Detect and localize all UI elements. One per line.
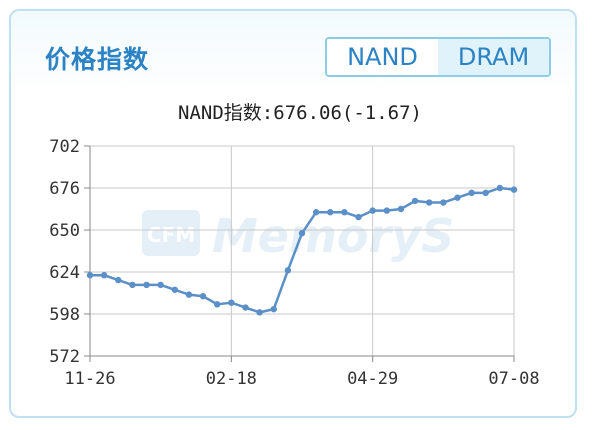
watermark-brand-text: MemoryS <box>212 209 454 263</box>
data-point[interactable] <box>383 207 390 214</box>
y-tick-label: 598 <box>49 305 80 325</box>
data-point[interactable] <box>270 305 277 313</box>
data-point[interactable] <box>157 281 164 289</box>
chart-title-name: NAND指数 <box>178 102 262 124</box>
y-tick-label: 572 <box>49 347 80 367</box>
data-point[interactable] <box>298 230 306 237</box>
x-tick-label: 07-08 <box>488 369 539 389</box>
data-point[interactable] <box>327 209 334 216</box>
x-tick-label: 04-29 <box>347 369 398 389</box>
data-point[interactable] <box>199 293 207 300</box>
watermark-logo-box <box>142 210 200 256</box>
x-tick-label: 11-26 <box>64 369 115 389</box>
y-tick-label: 676 <box>49 179 80 199</box>
index-type-toggle: NAND DRAM <box>325 37 551 77</box>
data-point[interactable] <box>426 199 433 206</box>
y-tick-label: 702 <box>49 137 80 157</box>
data-point[interactable] <box>369 207 376 214</box>
data-point[interactable] <box>284 267 292 274</box>
data-point[interactable] <box>143 281 150 289</box>
card-title: 价格指数 <box>45 45 150 74</box>
watermark-logo-text: CFM <box>147 223 195 247</box>
data-point[interactable] <box>228 299 235 306</box>
price-index-card: 价格指数 NAND DRAM <box>9 9 577 418</box>
data-point[interactable] <box>242 304 249 311</box>
card-header: 价格指数 NAND DRAM <box>11 11 575 93</box>
data-point[interactable] <box>341 209 348 216</box>
chart-title: NAND指数:676.06(-1.67) <box>0 98 600 125</box>
data-point[interactable] <box>86 272 94 279</box>
data-point[interactable] <box>454 194 461 201</box>
chart-title-change: (-1.67) <box>341 102 422 124</box>
chart-title-value: 676.06 <box>273 102 342 124</box>
data-point[interactable] <box>411 197 419 205</box>
data-point[interactable] <box>214 301 221 308</box>
data-point[interactable] <box>256 309 263 316</box>
tab-nand[interactable]: NAND <box>327 39 438 75</box>
data-point[interactable] <box>510 186 518 193</box>
x-tick-label: 02-18 <box>206 369 257 389</box>
y-tick-label: 624 <box>49 263 80 283</box>
data-point[interactable] <box>496 184 504 192</box>
data-point[interactable] <box>100 272 108 279</box>
data-point[interactable] <box>312 209 320 216</box>
data-point[interactable] <box>397 205 405 213</box>
data-point[interactable] <box>115 276 122 284</box>
data-point[interactable] <box>185 291 193 298</box>
y-tick-label: 650 <box>49 221 80 241</box>
data-point[interactable] <box>355 213 362 221</box>
memorys-watermark: CFM MemoryS <box>142 209 454 263</box>
data-point[interactable] <box>482 189 489 197</box>
data-point[interactable] <box>440 199 447 206</box>
data-point[interactable] <box>171 286 178 293</box>
data-point[interactable] <box>129 281 136 289</box>
tab-dram[interactable]: DRAM <box>438 39 549 75</box>
data-point[interactable] <box>468 189 475 197</box>
